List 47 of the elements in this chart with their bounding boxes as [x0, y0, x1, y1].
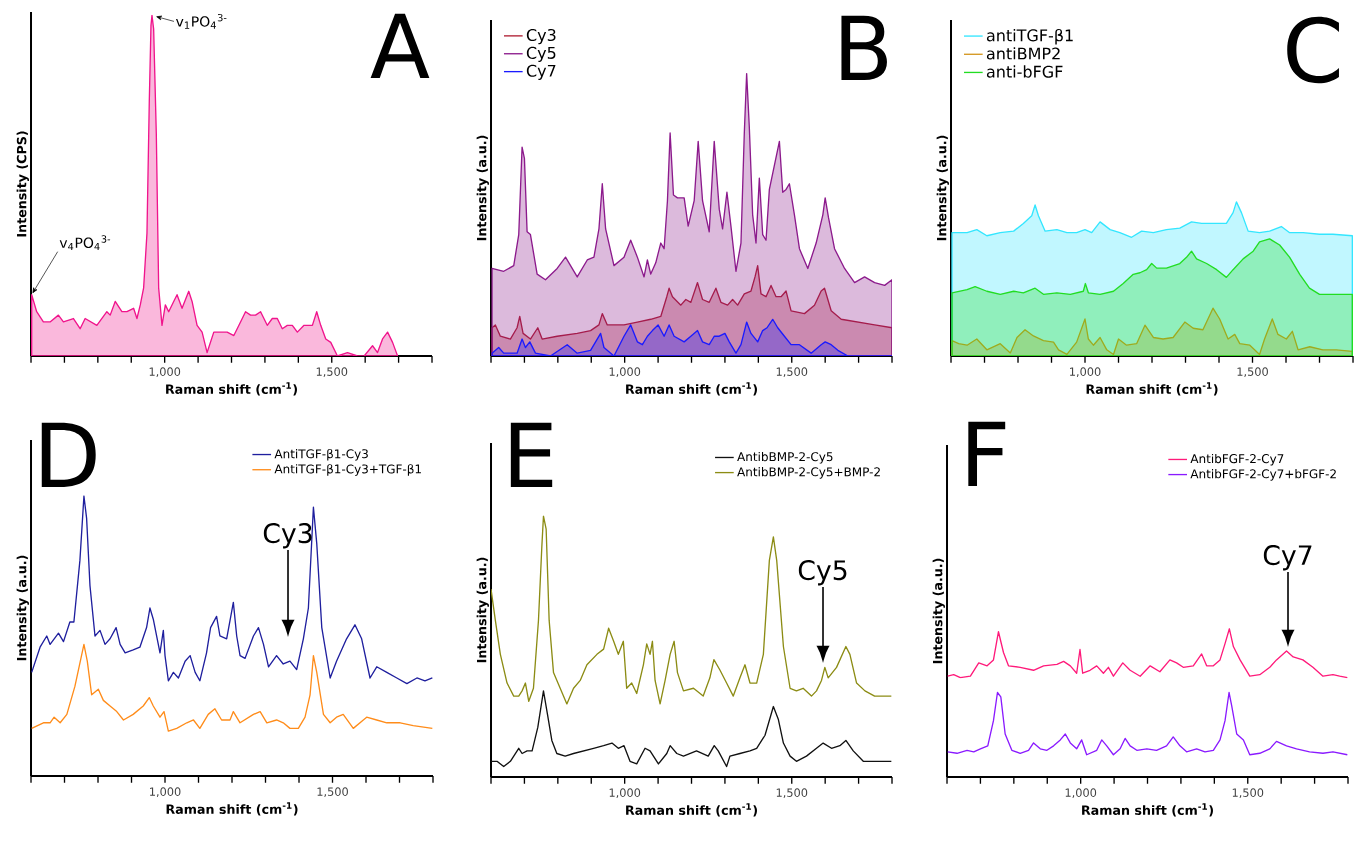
y-axis-title: Intensity (a.u.): [476, 557, 489, 663]
legend-label: antiTGF-β1: [986, 28, 1073, 45]
legend-label: AntiTGF-β1-Cy3+TGF-β1: [274, 464, 421, 476]
x-tick-label: 1,500: [776, 367, 808, 378]
chart-title: A: [370, 13, 430, 78]
x-tick-label: 1,500: [776, 788, 808, 799]
legend-label: anti-bFGF: [986, 65, 1063, 78]
x-tick-label: 1,000: [609, 788, 641, 799]
legend-label: Cy3: [526, 28, 556, 45]
legend-label: AntiTGF-β1-Cy3: [274, 448, 368, 461]
text: Cy7: [1263, 545, 1312, 571]
x-tick-label: 1,500: [1232, 788, 1264, 799]
legend-label: AntibFGF-2-Cy7: [1190, 453, 1284, 466]
x-tick-label: 1,000: [609, 367, 641, 378]
x-tick-label: 1,500: [1237, 367, 1268, 378]
x-axis-title: Raman shift (cm$^{-1}$): [1086, 382, 1218, 396]
x-tick-label: 1,000: [1065, 788, 1097, 799]
chart-title: D: [41, 422, 96, 487]
legend-label: Cy7: [526, 64, 556, 80]
y-axis-title: Intensity (CPS): [16, 131, 29, 237]
x-tick-label: 1,500: [317, 787, 348, 798]
x-tick-label: 1,000: [149, 367, 181, 378]
x-axis-title: Raman shift (cm$^{-1}$): [626, 382, 757, 396]
annotation: v$_{4}$PO$_{4}$3-: [59, 235, 111, 251]
annotation: Cy3: [263, 523, 312, 549]
legend-label: AntibFGF-2-Cy7+bFGF-2: [1190, 469, 1336, 481]
legend-label: AntibBMP-2-Cy5: [737, 451, 833, 464]
y-axis-title: Intensity (a.u.): [936, 135, 949, 241]
annotation: v$_{1}$PO$_{4}$3-: [175, 14, 227, 29]
x-tick-label: 1,000: [1070, 367, 1101, 378]
x-tick-label: 1,000: [150, 787, 181, 798]
x-axis-title: Raman shift (cm$^{-1}$): [1082, 803, 1213, 817]
chart-title: E: [510, 422, 553, 487]
x-axis-title: Raman shift (cm$^{-1}$): [166, 382, 297, 396]
chart-title: B: [841, 15, 887, 80]
y-axis-title: Intensity (a.u.): [476, 135, 489, 241]
legend-label: AntibBMP-2-Cy5+BMP-2: [737, 467, 880, 479]
legend-label: antiBMP2: [986, 47, 1060, 60]
annotation: Cy5: [798, 560, 847, 586]
x-tick-label: 1,500: [316, 367, 348, 378]
chart-title: C: [1287, 16, 1339, 84]
chart-title: F: [968, 421, 1006, 486]
y-axis-title: Intensity (a.u.): [932, 558, 945, 664]
x-axis-title: Raman shift (cm$^{-1}$): [166, 802, 298, 816]
legend-label: Cy5: [526, 46, 556, 63]
y-axis-title: Intensity (a.u.): [16, 555, 29, 661]
x-axis-title: Raman shift (cm$^{-1}$): [626, 803, 757, 817]
